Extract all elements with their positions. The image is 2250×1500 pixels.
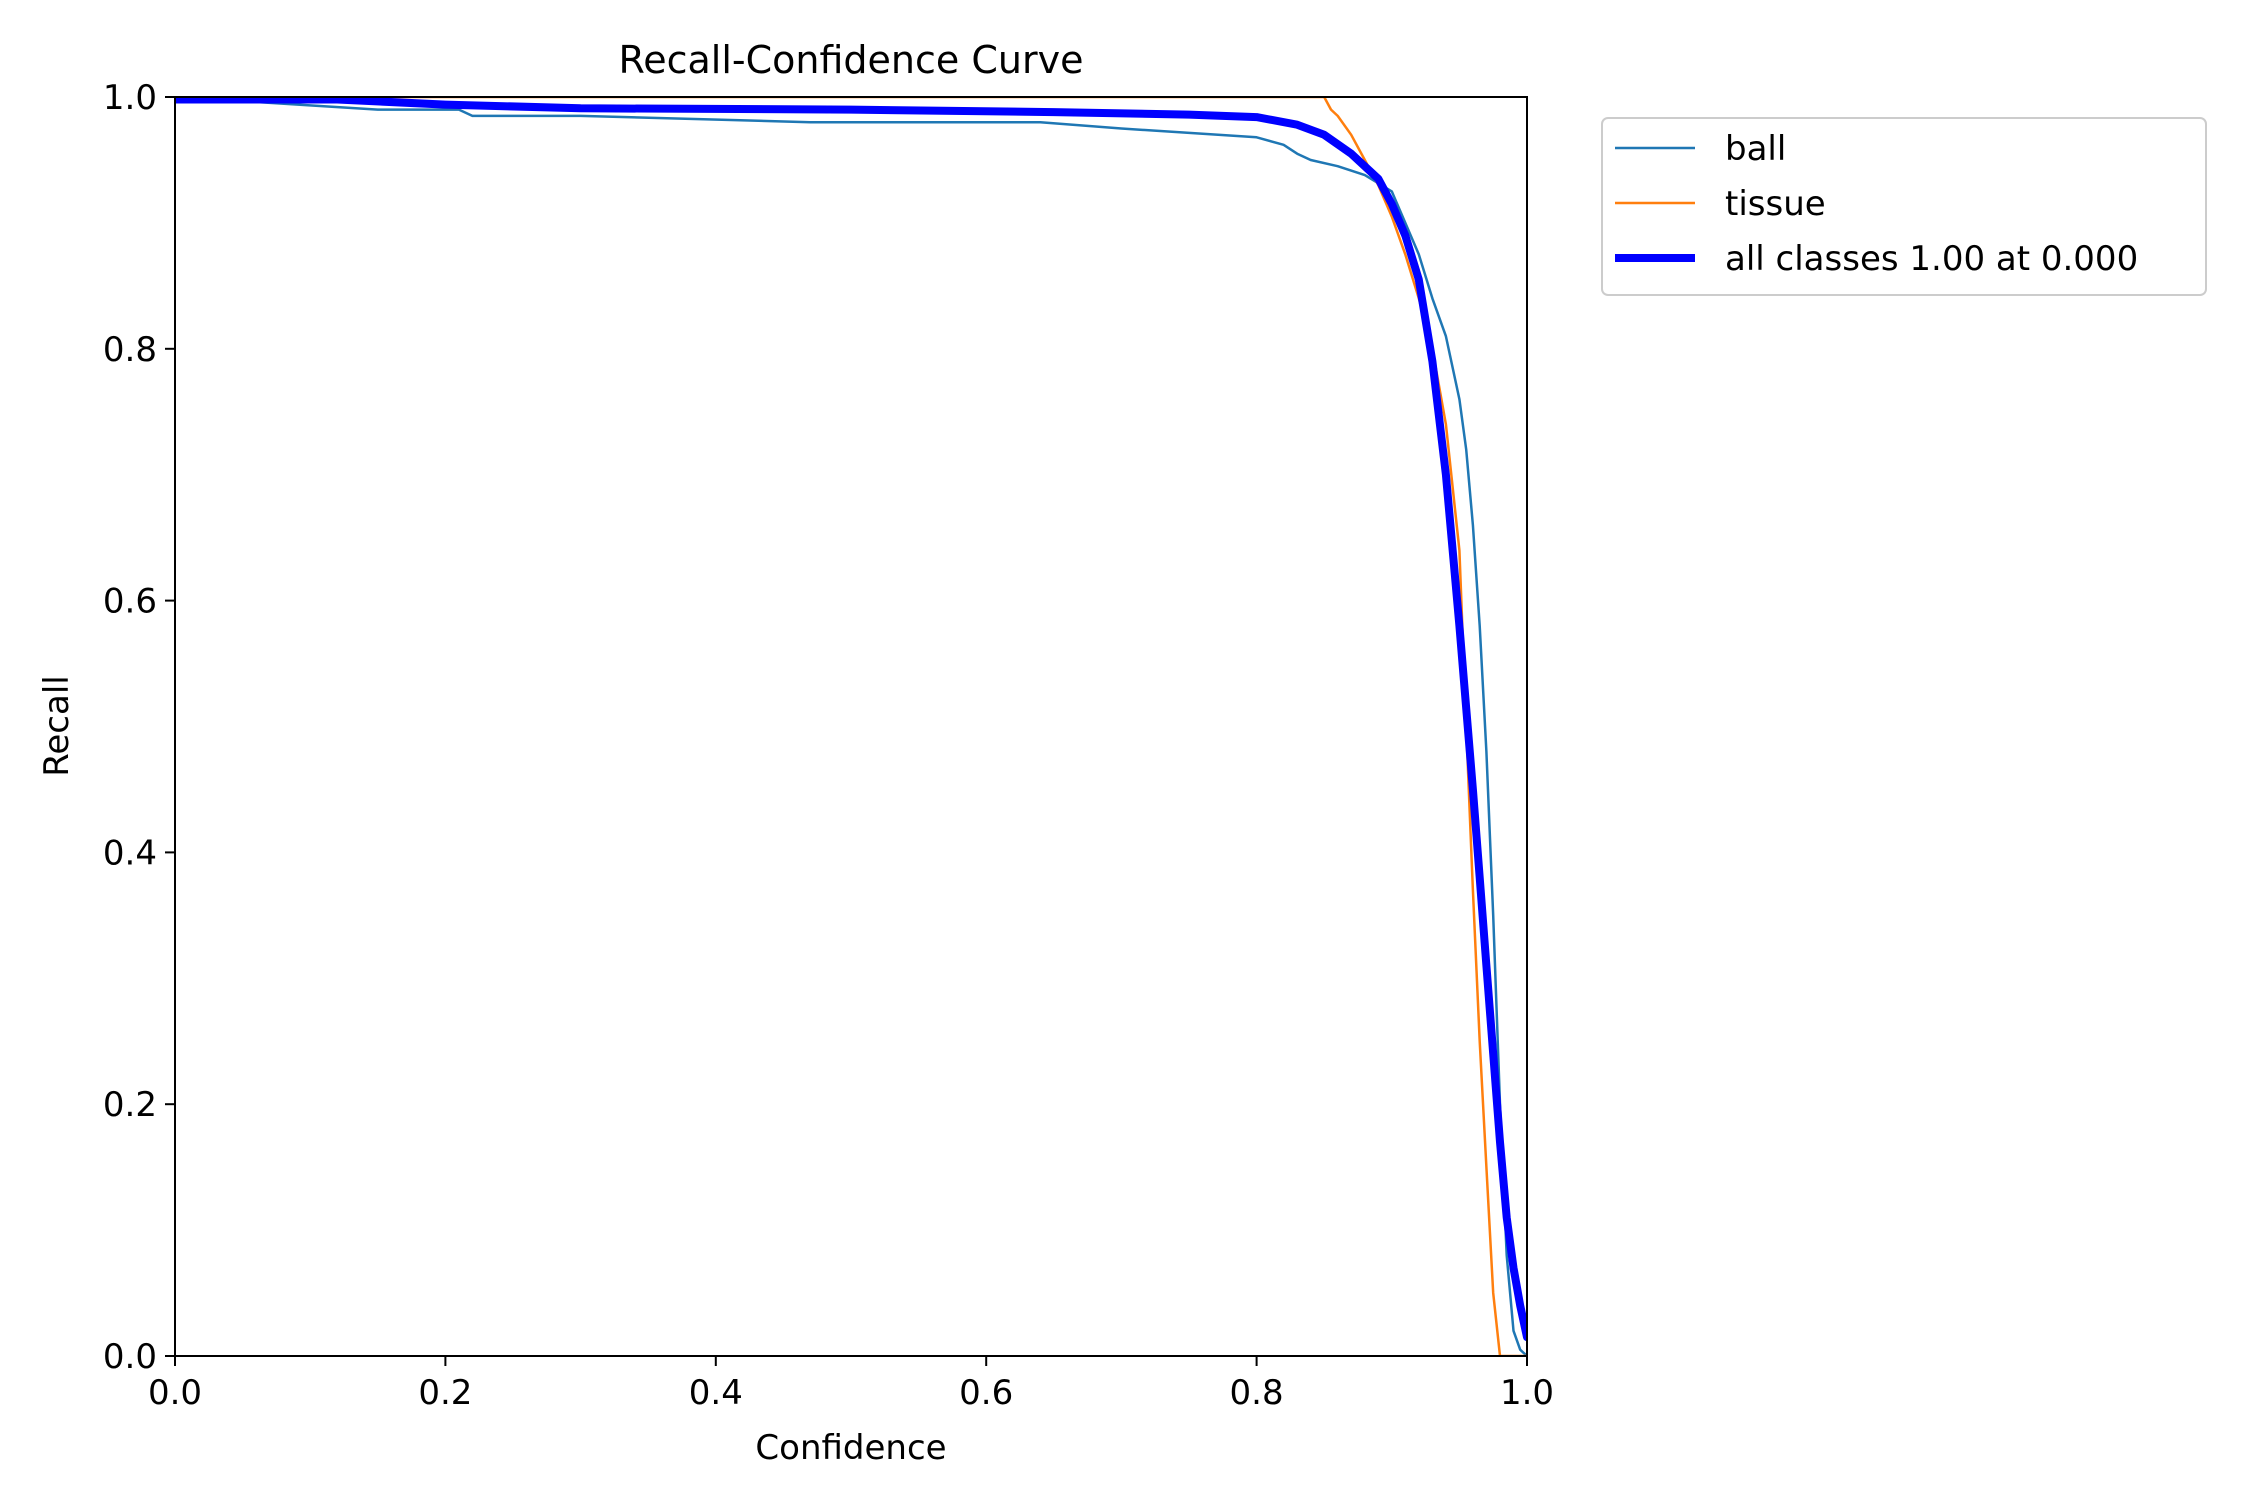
x-tick-label: 1.0 <box>1500 1373 1554 1413</box>
y-tick-label: 0.2 <box>103 1085 157 1125</box>
x-tick-label: 0.8 <box>1230 1373 1284 1413</box>
legend-items: ball tissue all classes 1.00 at 0.000 <box>1615 129 2138 279</box>
x-tick-label: 0.6 <box>959 1373 1013 1413</box>
series-line-ball <box>175 97 1527 1356</box>
y-tick-label: 0.0 <box>103 1337 157 1377</box>
legend-label-ball: ball <box>1725 129 1786 169</box>
x-tick-label: 0.2 <box>418 1373 472 1413</box>
y-axis-label: Recall <box>37 675 77 776</box>
y-tick-label: 1.0 <box>103 78 157 118</box>
x-axis-label: Confidence <box>755 1428 946 1468</box>
y-tick-label: 0.4 <box>103 833 157 873</box>
series-layer <box>175 97 1527 1356</box>
chart-title: Recall-Confidence Curve <box>619 38 1084 82</box>
legend-frame <box>1601 117 2207 296</box>
y-tick-label: 0.6 <box>103 582 157 622</box>
y-tick-label: 0.8 <box>103 330 157 370</box>
y-axis-ticks: 0.0 0.2 0.4 0.6 0.8 1.0 <box>103 78 175 1377</box>
plot-frame <box>174 96 1528 1357</box>
x-tick-label: 0.0 <box>148 1373 202 1413</box>
series-line-all-classes <box>175 97 1527 1342</box>
legend: ball tissue all classes 1.00 at 0.000 <box>1601 117 2207 296</box>
plot-area <box>174 96 1528 1357</box>
legend-label-all-classes: all classes 1.00 at 0.000 <box>1725 239 2138 279</box>
x-tick-label: 0.4 <box>689 1373 743 1413</box>
legend-label-tissue: tissue <box>1725 184 1826 224</box>
x-axis-ticks: 0.0 0.2 0.4 0.6 0.8 1.0 <box>148 1356 1554 1413</box>
